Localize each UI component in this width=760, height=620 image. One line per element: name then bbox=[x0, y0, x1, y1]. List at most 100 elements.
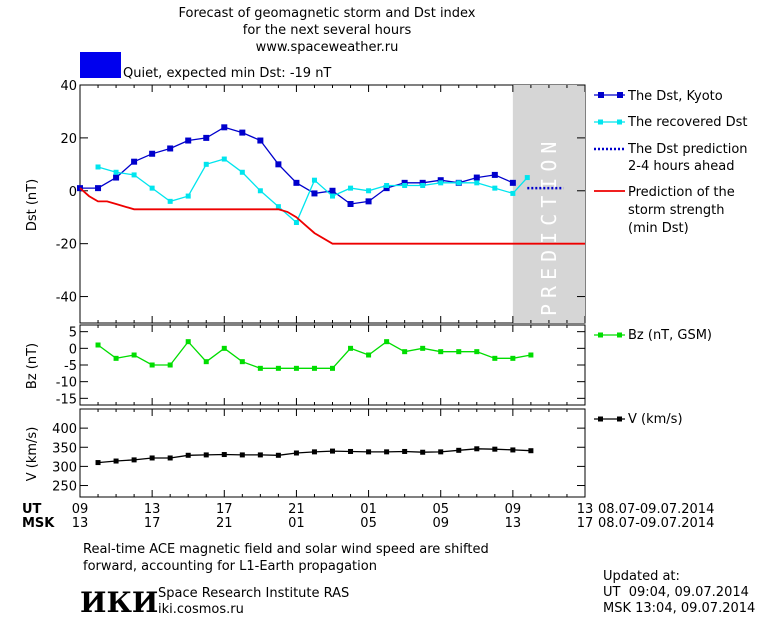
legend-v-marker bbox=[598, 416, 603, 422]
data-point bbox=[167, 198, 173, 204]
data-point bbox=[257, 188, 263, 194]
data-point bbox=[384, 339, 390, 345]
data-point bbox=[131, 172, 137, 178]
data-point bbox=[113, 355, 119, 361]
data-point bbox=[473, 174, 480, 181]
legend-dst-recovered: The recovered Dst bbox=[627, 115, 747, 130]
series-line-10 bbox=[97, 340, 532, 369]
ut-tick-label: 09 bbox=[72, 502, 89, 517]
msk-tick-label: 21 bbox=[216, 516, 233, 531]
data-point bbox=[366, 449, 372, 455]
data-point bbox=[131, 158, 138, 165]
dst-panel-frame bbox=[79, 84, 586, 324]
data-point bbox=[437, 177, 444, 184]
data-point bbox=[275, 204, 281, 210]
data-point bbox=[293, 450, 299, 456]
data-point bbox=[474, 180, 480, 186]
legend-dst-kyoto-marker bbox=[598, 92, 604, 98]
data-point bbox=[348, 185, 354, 191]
ut-axis-label: UT bbox=[22, 502, 42, 517]
msk-tick-label: 05 bbox=[360, 516, 377, 531]
data-point bbox=[365, 198, 372, 205]
data-point bbox=[203, 134, 210, 141]
legend-bz: Bz (nT, GSM) bbox=[628, 328, 712, 343]
data-point bbox=[311, 190, 318, 197]
msk-tick-label: 13 bbox=[72, 516, 89, 531]
y-tick-label: 40 bbox=[60, 79, 77, 94]
data-point bbox=[203, 452, 209, 458]
data-point bbox=[149, 150, 156, 157]
data-point bbox=[167, 455, 173, 461]
legend-storm-2: storm strength bbox=[628, 203, 725, 218]
legend-dst-recovered-marker bbox=[617, 119, 622, 125]
data-point bbox=[402, 349, 408, 355]
data-point bbox=[95, 164, 101, 170]
data-point bbox=[221, 452, 227, 458]
data-point bbox=[293, 220, 299, 226]
data-point bbox=[510, 355, 516, 361]
bz-axis-label: Bz (nT) bbox=[25, 343, 40, 389]
data-point bbox=[185, 339, 191, 345]
data-point bbox=[366, 188, 372, 194]
data-point bbox=[203, 359, 209, 365]
data-point bbox=[113, 174, 120, 181]
data-point bbox=[167, 362, 173, 368]
title-line-2: for the next several hours bbox=[243, 23, 412, 38]
data-point bbox=[131, 352, 137, 358]
data-point bbox=[185, 452, 191, 458]
data-point bbox=[524, 175, 530, 181]
data-point bbox=[311, 177, 317, 183]
data-point bbox=[438, 180, 444, 186]
data-point bbox=[509, 179, 516, 186]
status-color-swatch bbox=[80, 52, 121, 78]
msk-tick-label: 17 bbox=[577, 516, 594, 531]
data-point bbox=[384, 449, 390, 455]
ut-tick-label: 13 bbox=[144, 502, 161, 517]
data-point bbox=[149, 362, 155, 368]
data-point bbox=[185, 137, 192, 144]
data-point bbox=[492, 355, 498, 361]
data-point bbox=[384, 182, 390, 188]
data-point bbox=[330, 365, 335, 371]
data-point bbox=[510, 190, 516, 196]
data-point bbox=[311, 449, 317, 455]
data-point bbox=[491, 171, 498, 178]
date-range-msk: 08.07-09.07.2014 bbox=[598, 516, 714, 531]
data-point bbox=[113, 169, 119, 175]
data-point bbox=[330, 193, 335, 199]
data-point bbox=[203, 161, 209, 167]
y-tick-label: 0 bbox=[69, 185, 77, 200]
data-point bbox=[329, 187, 336, 194]
series-line-0 bbox=[80, 126, 514, 205]
data-point bbox=[185, 193, 191, 199]
data-point bbox=[257, 452, 263, 458]
updated-msk: MSK 13:04, 09.07.2014 bbox=[603, 601, 755, 616]
website-link[interactable]: www.spaceweather.ru bbox=[256, 40, 399, 55]
ut-tick-label: 09 bbox=[505, 502, 522, 517]
data-point bbox=[456, 180, 462, 186]
ut-tick-label: 05 bbox=[432, 502, 449, 517]
data-point bbox=[347, 201, 354, 207]
y-tick-label: 300 bbox=[52, 460, 77, 475]
data-point bbox=[239, 452, 245, 458]
note-line-2: forward, accounting for L1-Earth propaga… bbox=[83, 559, 377, 574]
data-point bbox=[275, 161, 282, 168]
y-tick-label: 20 bbox=[60, 132, 77, 147]
ut-tick-label: 17 bbox=[216, 502, 233, 517]
data-point bbox=[419, 179, 426, 186]
data-point bbox=[366, 352, 372, 358]
legend-v-marker bbox=[617, 416, 622, 422]
data-point bbox=[420, 182, 426, 188]
y-tick-label: 400 bbox=[52, 422, 77, 437]
data-point bbox=[383, 185, 390, 192]
legend-storm-1: Prediction of the bbox=[628, 185, 735, 200]
title-line-1: Forecast of geomagnetic storm and Dst in… bbox=[178, 6, 475, 21]
y-tick-label: 350 bbox=[52, 441, 77, 456]
data-point bbox=[456, 349, 462, 355]
v-axis-label: V (km/s) bbox=[25, 427, 40, 482]
data-point bbox=[167, 145, 174, 152]
data-point bbox=[131, 457, 137, 463]
y-tick-label: -20 bbox=[56, 238, 77, 253]
institute-url[interactable]: iki.cosmos.ru bbox=[158, 602, 244, 617]
